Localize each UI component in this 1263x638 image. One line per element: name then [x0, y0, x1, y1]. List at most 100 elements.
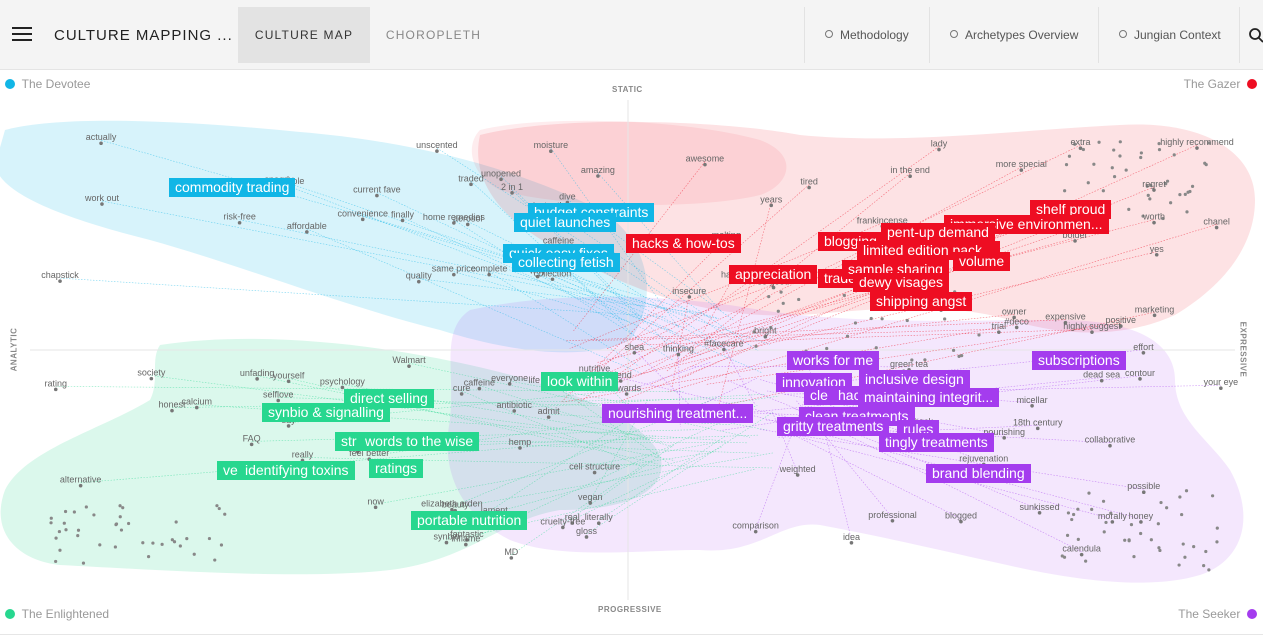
term-node — [1118, 154, 1122, 158]
term-node — [286, 424, 291, 428]
tag-shipping-angst[interactable]: shipping angst — [870, 292, 973, 311]
term-label: affordable — [287, 221, 327, 231]
term-node — [375, 193, 379, 198]
term-node — [923, 358, 927, 362]
nav-jungian-context[interactable]: Jungian Context — [1098, 7, 1239, 63]
term-label: finally — [391, 209, 415, 219]
term-node — [908, 174, 912, 179]
term-label: inflame — [451, 534, 480, 544]
term-node — [510, 191, 514, 195]
tag-appreciation[interactable]: appreciation — [729, 265, 818, 284]
term-node — [465, 538, 469, 542]
term-node — [1014, 325, 1019, 330]
nav-methodology[interactable]: Methodology — [804, 7, 929, 63]
term-node — [618, 379, 623, 383]
term-label: years — [760, 194, 783, 204]
tag-commodity-trading[interactable]: commodity trading — [169, 178, 296, 197]
term-node — [1132, 554, 1136, 559]
term-label: fantastic — [450, 529, 484, 539]
term-node — [213, 558, 217, 562]
tag-pent-up-demand[interactable]: pent-up demand — [881, 223, 995, 242]
term-label: psychology — [320, 376, 366, 386]
term-node — [880, 317, 884, 321]
tab-choropleth[interactable]: CHOROPLETH — [385, 28, 482, 42]
term-node — [1127, 207, 1131, 211]
term-node — [217, 506, 221, 511]
tag-gritty-treatments[interactable]: gritty treatments — [777, 417, 890, 436]
term-node — [1129, 522, 1134, 527]
tag-synbio-signalling[interactable]: synbio & signalling — [262, 403, 390, 422]
term-node — [1159, 500, 1163, 505]
term-node — [1184, 489, 1189, 493]
connection-line — [675, 206, 1072, 365]
tag-subscriptions[interactable]: subscriptions — [1032, 351, 1126, 370]
connection-line — [607, 144, 1081, 374]
term-node — [113, 545, 117, 549]
term-node — [1084, 559, 1088, 563]
tag-maintaining-integrity[interactable]: maintaining integrit... — [858, 388, 1000, 407]
term-node — [118, 515, 122, 519]
connection-line — [550, 148, 679, 328]
hamburger-menu-icon[interactable] — [12, 26, 32, 42]
tag-str[interactable]: str — [335, 432, 363, 451]
term-node — [170, 408, 174, 413]
tag-look-within[interactable]: look within — [541, 372, 619, 391]
tag-identifying-toxins[interactable]: identifying toxins — [239, 461, 355, 480]
tag-volume[interactable]: volume — [953, 252, 1011, 271]
term-node — [464, 542, 468, 547]
tag-dewy-visages[interactable]: dewy visages — [853, 273, 950, 292]
tag-words-to-the-wise[interactable]: words to the wise — [359, 432, 480, 451]
tag-ratings[interactable]: ratings — [369, 459, 424, 478]
tag-collecting-fetish[interactable]: collecting fetish — [512, 253, 620, 272]
term-node — [905, 318, 909, 323]
devotee-dot-icon — [5, 79, 15, 89]
term-node — [1073, 142, 1077, 146]
term-node — [305, 230, 309, 234]
search-button[interactable] — [1239, 7, 1263, 63]
tag-inclusive-design[interactable]: inclusive design — [859, 370, 970, 389]
tag-hac[interactable]: hac — [832, 386, 867, 405]
nav-archetypes-overview[interactable]: Archetypes Overview — [929, 7, 1098, 63]
term-node — [170, 538, 174, 542]
tag-brand-blending[interactable]: brand blending — [926, 464, 1031, 483]
term-node — [1072, 512, 1076, 517]
tag-cle[interactable]: cle — [804, 386, 834, 405]
term-node — [1002, 436, 1007, 440]
tag-portable-nutrition[interactable]: portable nutrition — [411, 511, 528, 530]
term-node — [1035, 426, 1040, 431]
tag-nourishing-treatments[interactable]: nourishing treatment... — [602, 404, 754, 423]
connection-line — [562, 444, 675, 525]
tab-culture-map[interactable]: CULTURE MAP — [238, 7, 370, 63]
term-node — [400, 218, 405, 223]
term-node — [174, 520, 178, 524]
term-label: rating — [44, 378, 67, 388]
term-label: awards — [612, 383, 642, 393]
connection-line — [599, 223, 1089, 389]
term-node — [776, 309, 780, 313]
gazer-dot-icon — [1247, 79, 1257, 89]
tag-quiet-launches[interactable]: quiet launches — [514, 213, 617, 232]
term-node — [487, 272, 491, 277]
term-node — [1149, 183, 1153, 187]
term-label: nutritive — [579, 363, 611, 373]
tag-hacks-how-tos[interactable]: hacks & how-tos — [626, 234, 741, 253]
term-label: blogged — [945, 511, 977, 521]
term-node — [1030, 403, 1034, 408]
term-node — [588, 501, 593, 505]
term-node — [1149, 538, 1153, 542]
term-node — [769, 325, 773, 330]
term-node — [151, 541, 155, 545]
tag-shelf-proud[interactable]: shelf proud — [1030, 200, 1112, 219]
term-node — [1157, 148, 1162, 152]
term-node — [1112, 174, 1117, 179]
term-label: effort — [1133, 342, 1154, 352]
term-node — [1090, 507, 1094, 511]
term-label: hemp — [509, 437, 532, 447]
tag-ve[interactable]: ve — [217, 461, 244, 480]
tag-works-for-me[interactable]: works for me — [787, 351, 880, 370]
term-node — [997, 330, 1001, 334]
term-node — [1123, 538, 1127, 542]
tag-tingly-treatments[interactable]: tingly treatments — [879, 433, 994, 452]
corner-enlightened: The Enlightened — [5, 607, 109, 621]
connection-line — [467, 221, 730, 352]
